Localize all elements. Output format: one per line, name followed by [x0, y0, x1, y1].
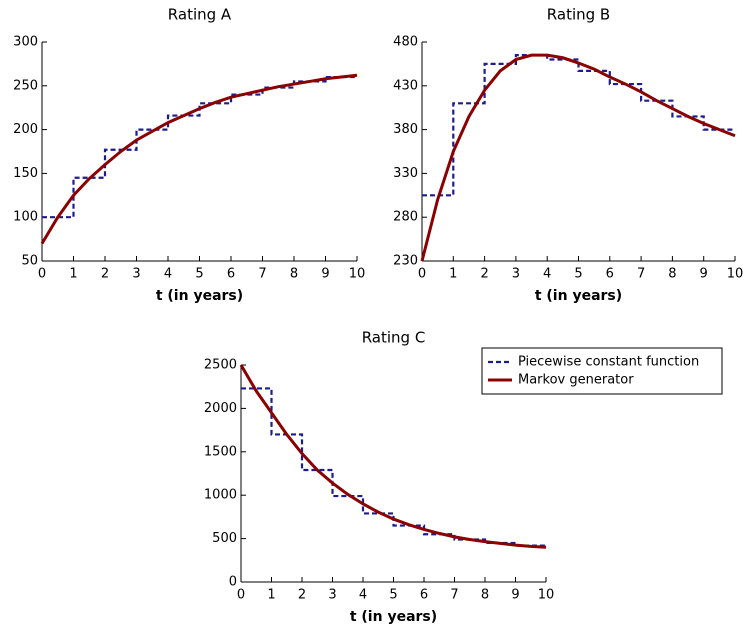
x-tick-label: 1	[69, 267, 77, 282]
chart-title: Rating B	[547, 6, 610, 24]
x-tick-label: 3	[328, 588, 336, 603]
y-tick-label: 100	[13, 210, 38, 225]
x-tick-label: 5	[574, 267, 582, 282]
data-line	[239, 364, 547, 549]
x-tick-label: 4	[359, 588, 367, 603]
y-tick-label: 330	[393, 166, 418, 181]
x-axis-label: t (in years)	[535, 288, 622, 304]
x-tick-label: 3	[512, 267, 520, 282]
x-tick-label: 0	[237, 588, 245, 603]
x-tick-label: 2	[101, 267, 109, 282]
x-tick-label: 10	[349, 267, 366, 282]
x-tick-label: 5	[389, 588, 397, 603]
y-tick-label: 500	[212, 531, 237, 546]
y-tick-label: 50	[21, 254, 38, 269]
legend-box	[481, 347, 723, 395]
data-line	[42, 75, 357, 219]
y-tick-label: 280	[393, 210, 418, 225]
chart-title: Rating A	[168, 6, 232, 24]
x-tick-label: 6	[420, 588, 428, 603]
x-tick-label: 9	[511, 588, 519, 603]
x-tick-label: 4	[164, 267, 172, 282]
x-tick-label: 1	[267, 588, 275, 603]
data-line	[420, 53, 736, 262]
x-tick-label: 5	[195, 267, 203, 282]
y-tick-label: 430	[393, 78, 418, 93]
y-tick-label: 150	[13, 166, 38, 181]
legend: Piecewise constant function Markov genera…	[481, 347, 723, 395]
y-tick-label: 230	[393, 254, 418, 269]
y-tick-label: 2000	[204, 401, 237, 416]
y-tick-label: 2500	[204, 358, 237, 373]
legend-label: Piecewise constant function	[518, 355, 699, 370]
x-tick-label: 3	[132, 267, 140, 282]
data-line	[422, 54, 735, 197]
x-tick-label: 8	[481, 588, 489, 603]
x-tick-label: 6	[606, 267, 614, 282]
legend-label: Markov generator	[518, 373, 634, 388]
x-tick-label: 10	[538, 588, 555, 603]
y-tick-label: 250	[13, 78, 38, 93]
x-tick-label: 0	[418, 267, 426, 282]
x-tick-label: 10	[727, 267, 744, 282]
y-tick-label: 1500	[204, 444, 237, 459]
x-tick-label: 7	[637, 267, 645, 282]
x-tick-label: 9	[700, 267, 708, 282]
x-tick-label: 0	[38, 267, 46, 282]
y-tick-label: 300	[13, 35, 38, 50]
x-tick-label: 8	[668, 267, 676, 282]
y-tick-label: 0	[229, 575, 237, 590]
x-axis-label: t (in years)	[156, 288, 243, 304]
y-tick-label: 200	[13, 122, 38, 137]
chart-title: Rating C	[362, 329, 426, 347]
x-tick-label: 9	[321, 267, 329, 282]
y-tick-label: 480	[393, 35, 418, 50]
x-tick-label: 1	[449, 267, 457, 282]
x-tick-label: 7	[258, 267, 266, 282]
x-tick-label: 8	[290, 267, 298, 282]
y-tick-label: 380	[393, 122, 418, 137]
x-tick-label: 4	[543, 267, 551, 282]
x-tick-label: 7	[450, 588, 458, 603]
x-axis-label: t (in years)	[350, 609, 437, 625]
x-tick-label: 2	[298, 588, 306, 603]
data-line	[40, 73, 358, 245]
x-tick-label: 2	[480, 267, 488, 282]
y-tick-label: 1000	[204, 488, 237, 503]
x-tick-label: 6	[227, 267, 235, 282]
data-line	[241, 387, 546, 547]
